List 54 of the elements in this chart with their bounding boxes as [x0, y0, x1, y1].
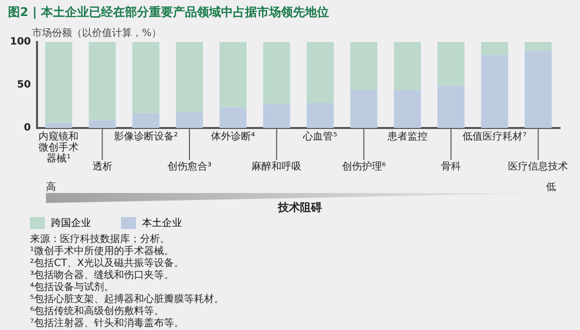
- text: ¹微创手术中所使用的手术器械。: [30, 246, 176, 258]
- x-tick-label: 低值医疗耗材⁷: [462, 130, 527, 143]
- chart-title: 图2 | 本土企业已经在部分重要产品领域中占据市场领先地位: [8, 4, 330, 21]
- x-tick-label: 创伤愈合³: [167, 160, 212, 173]
- bar: [132, 113, 160, 128]
- text: ³包括吻合器、缝线和伤口夹等。: [30, 270, 176, 282]
- bar: [481, 54, 508, 128]
- bar: [394, 42, 421, 90]
- bar: [88, 120, 116, 128]
- x-tick-label: 体外诊断⁴: [211, 130, 256, 143]
- bar: [438, 42, 465, 86]
- text: ⁷包括注射器、针头和消毒盖布等。: [30, 318, 186, 330]
- text: ²包括CT、X光以及磁共振等设备。: [30, 258, 185, 270]
- y-tick-label: 100: [10, 36, 31, 48]
- bar: [263, 42, 290, 104]
- x-tick-label: 骨科: [441, 160, 462, 173]
- x-tick-label: 医疗信息技术: [508, 160, 568, 173]
- y-tick-label: 50: [16, 80, 31, 91]
- x-tick-label: 患者监控: [386, 130, 428, 143]
- bar: [524, 42, 552, 51]
- text: ⁵包括心脏支架、起搏器和心脏瓣膜等耗材。: [30, 294, 224, 306]
- x-tick-label: 心血管⁵: [302, 130, 338, 143]
- text: 低: [546, 181, 556, 194]
- bar: [481, 42, 508, 55]
- y-tick-label: 0: [24, 122, 31, 134]
- bar: [524, 50, 552, 128]
- bar: [306, 42, 334, 104]
- bar: [88, 42, 116, 120]
- bar: [176, 42, 203, 112]
- text: ⁶包括传统和高级创伤敷料等。: [30, 306, 166, 318]
- bar: [263, 104, 290, 128]
- x-tick-label: 内窥镜和微创手术器械¹: [38, 130, 79, 165]
- bar: [394, 90, 421, 128]
- bar: [438, 86, 465, 128]
- x-tick-label: 透析: [92, 160, 112, 173]
- bar: [45, 42, 72, 123]
- bar: [45, 122, 72, 128]
- legend-label: 跨国企业: [51, 216, 91, 230]
- x-tick-label: 影像诊断设备²: [114, 130, 178, 143]
- text: 技术阻碍: [278, 200, 322, 215]
- legend-label: 本土企业: [142, 216, 182, 230]
- source-note: 来源：医疗科技数据库；分析。: [30, 234, 171, 246]
- y-axis-title: 市场份额（以价值计算，%）: [32, 26, 162, 40]
- text: ⁴包括设备与试剂。: [30, 282, 116, 294]
- bar: [350, 90, 378, 128]
- bar: [306, 103, 334, 128]
- bar: [220, 107, 247, 128]
- bar: [132, 42, 160, 114]
- x-tick-label: 麻醉和呼吸: [252, 160, 302, 173]
- bar: [176, 112, 203, 128]
- bar: [220, 42, 247, 108]
- bar: [350, 42, 378, 90]
- text: 高: [46, 180, 56, 194]
- x-tick-label: 创伤护理⁶: [342, 160, 386, 173]
